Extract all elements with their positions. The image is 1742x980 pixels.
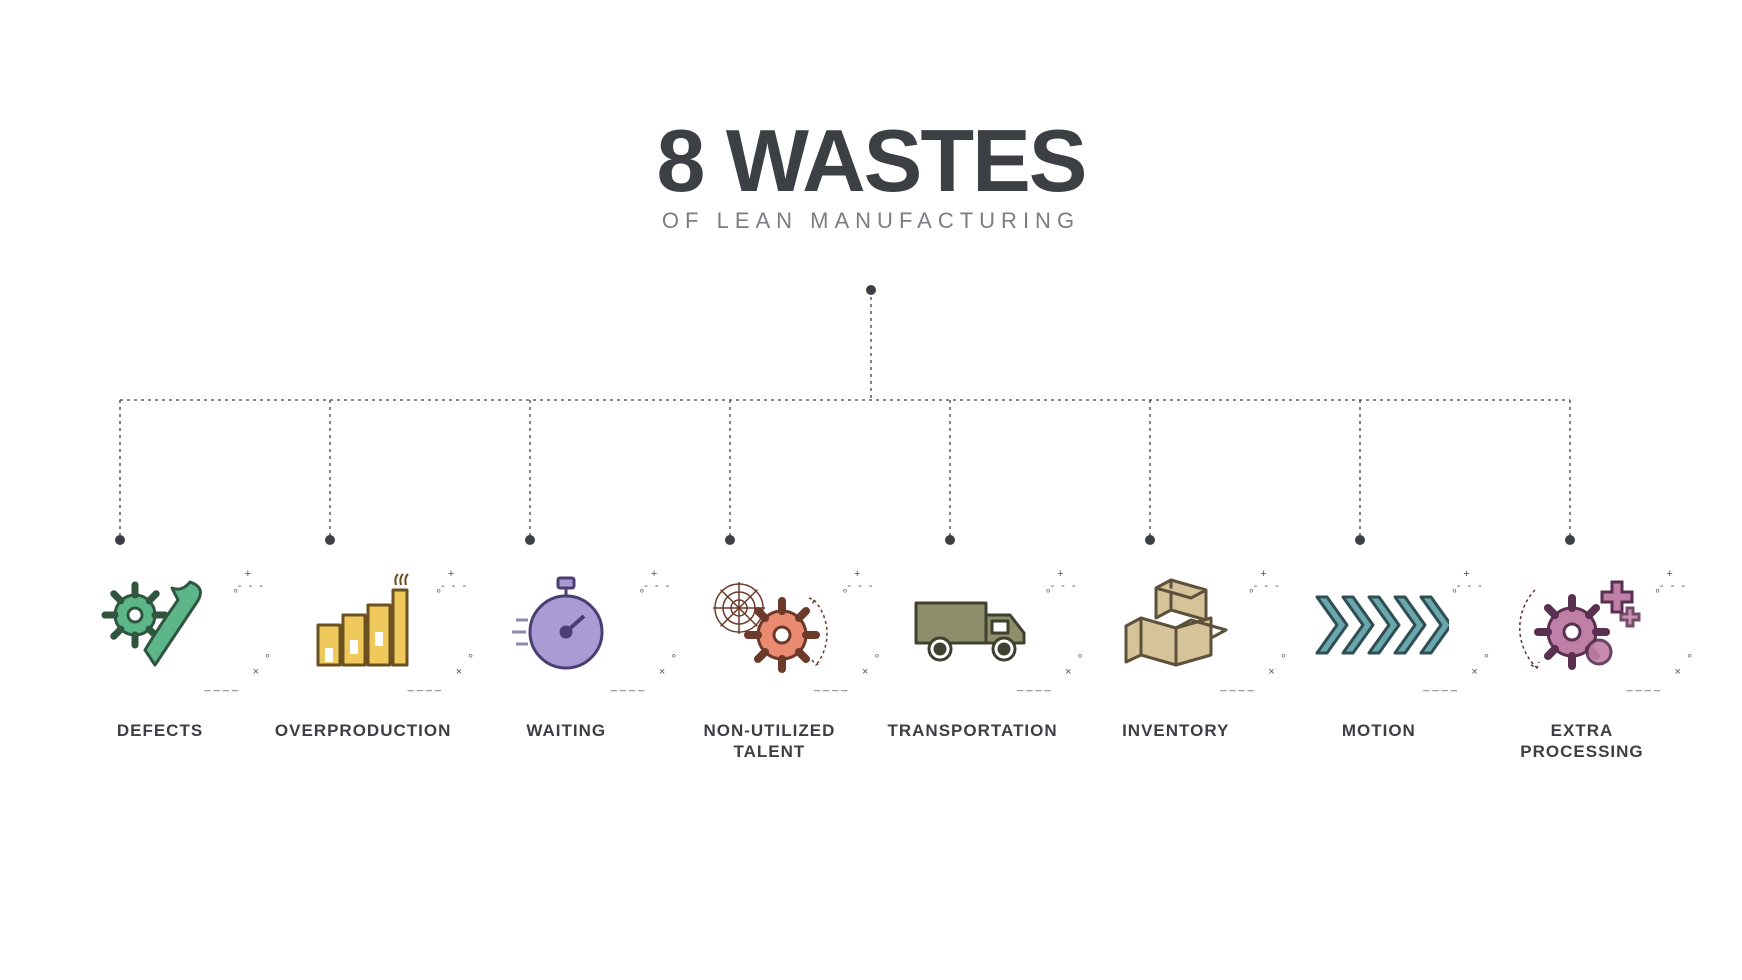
waste-item: + ∘ - - - × ____ ∘ MOTION [1279,560,1479,763]
waste-label: DEFECTS [117,720,203,741]
waste-label: OVERPRODUCTION [275,720,451,741]
waste-item: + ∘ - - - × ____ ∘ EXTRA PROCESSING [1482,560,1682,763]
waste-label: WAITING [526,720,606,741]
waste-item: + ∘ - - - × ____ ∘ DEFECTS [60,560,260,763]
gear-wrench-icon: + ∘ - - - × ____ ∘ [75,560,245,690]
factory-icon: + ∘ - - - × ____ ∘ [278,560,448,690]
gear-plus-icon: + ∘ - - - × ____ ∘ [1497,560,1667,690]
cobweb-gear-icon: + ∘ - - - × ____ ∘ [684,560,854,690]
title-block: 8 WASTES OF LEAN MANUFACTURING [0,110,1742,234]
waste-label: INVENTORY [1122,720,1229,741]
arrows-icon: + ∘ - - - × ____ ∘ [1294,560,1464,690]
stopwatch-icon: + ∘ - - - × ____ ∘ [481,560,651,690]
waste-label: TRANSPORTATION [887,720,1057,741]
truck-icon: + ∘ - - - × ____ ∘ [888,560,1058,690]
waste-label: EXTRA PROCESSING [1520,720,1643,763]
main-title: 8 WASTES [0,110,1742,212]
sub-title: OF LEAN MANUFACTURING [0,208,1742,234]
waste-item: + ∘ - - - × ____ ∘ NON-UTILIZED TALENT [669,560,869,763]
waste-item: + ∘ - - - × ____ ∘ OVERPRODUCTION [263,560,463,763]
waste-item: + ∘ - - - × ____ ∘ INVENTORY [1076,560,1276,763]
boxes-icon: + ∘ - - - × ____ ∘ [1091,560,1261,690]
waste-label: NON-UTILIZED TALENT [703,720,835,763]
waste-item: + ∘ - - - × ____ ∘ TRANSPORTATION [873,560,1073,763]
connector-tree [0,280,1742,560]
waste-label: MOTION [1342,720,1416,741]
waste-item: + ∘ - - - × ____ ∘ WAITING [466,560,666,763]
items-row: + ∘ - - - × ____ ∘ DEFECTS + ∘ - - [60,560,1682,763]
